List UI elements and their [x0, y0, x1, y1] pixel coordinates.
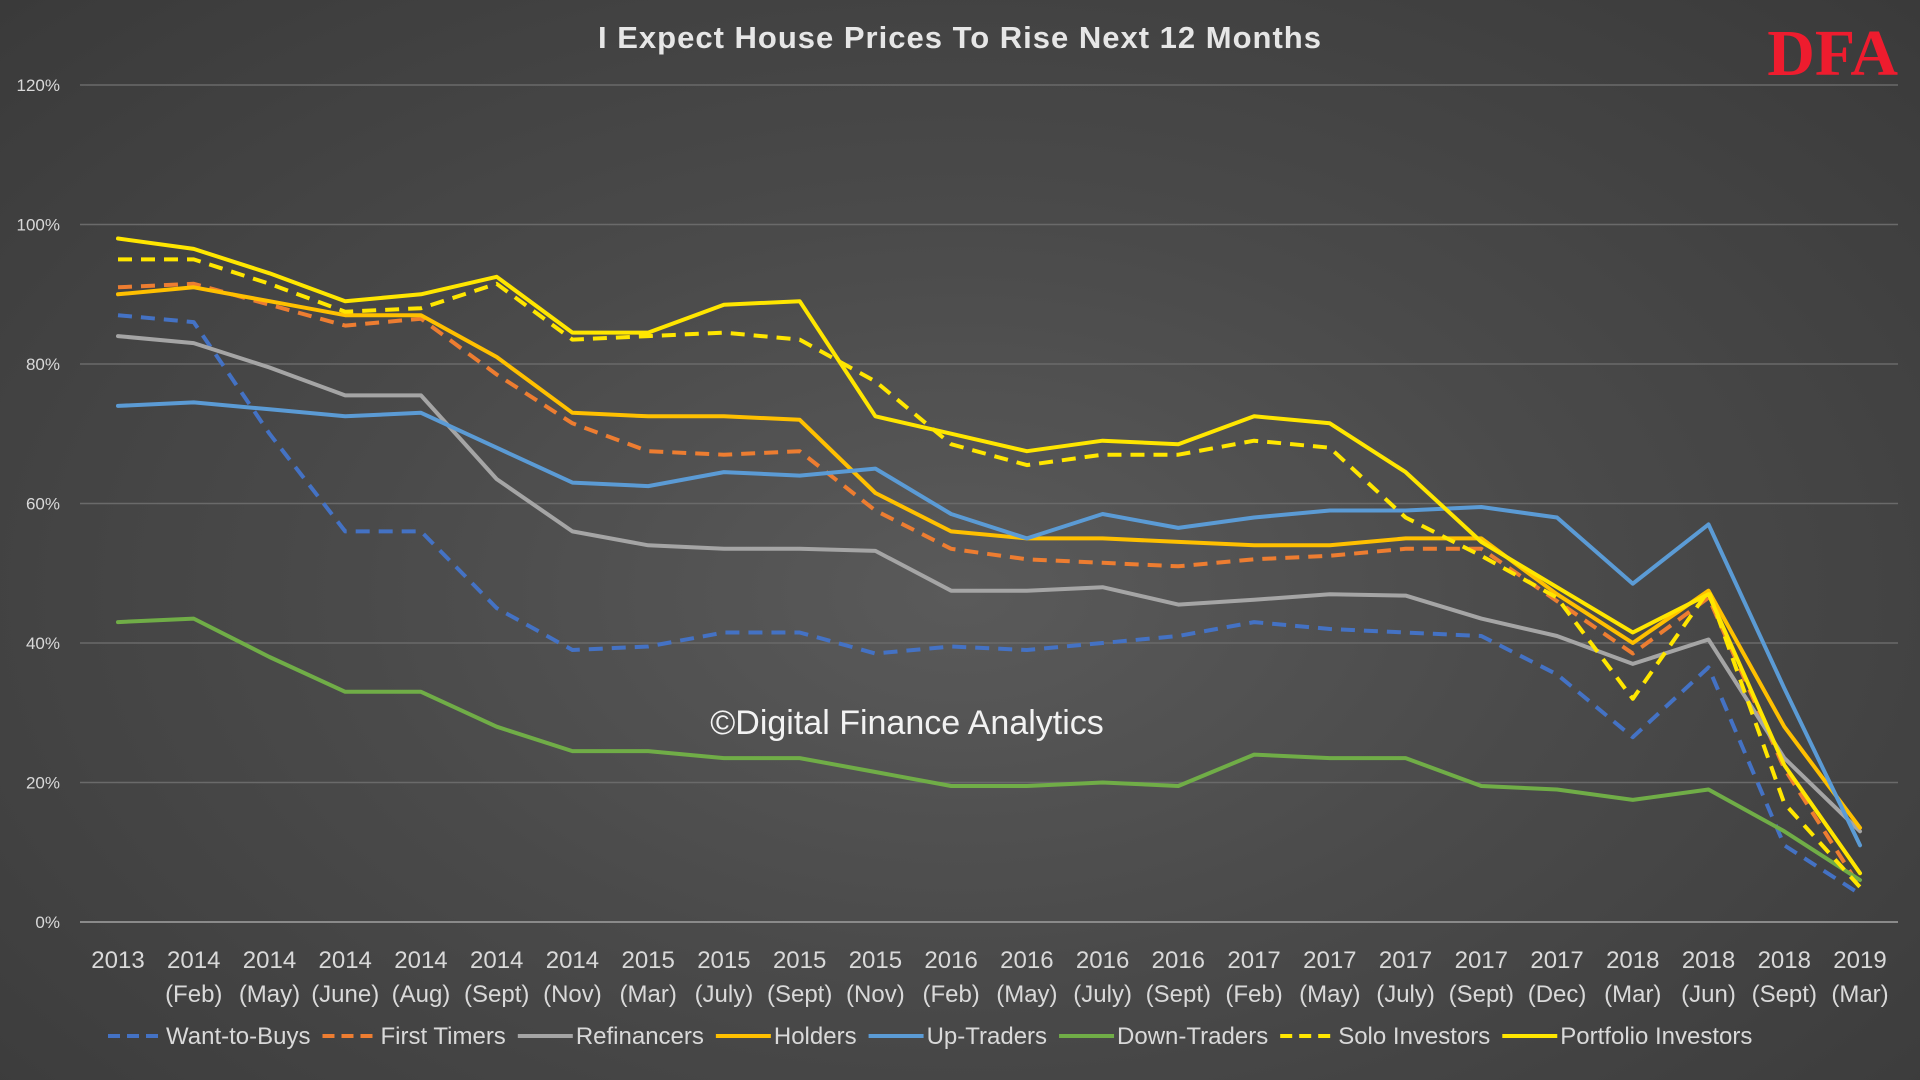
x-tick-sublabel: (May)	[996, 981, 1057, 1008]
series-line-down-traders	[116, 616, 1862, 883]
x-tick-sublabel: (Mar)	[1604, 981, 1661, 1008]
y-tick-label: 120%	[17, 76, 60, 95]
x-tick-label: 2017	[1455, 947, 1508, 974]
legend-label: Holders	[774, 1023, 857, 1050]
x-tick-sublabel: (Dec)	[1528, 981, 1587, 1008]
x-tick-sublabel: (Aug)	[392, 981, 451, 1008]
chart-title: I Expect House Prices To Rise Next 12 Mo…	[598, 20, 1322, 55]
x-tick-sublabel: (Jun)	[1681, 981, 1736, 1008]
x-tick-label: 2016	[1152, 947, 1205, 974]
series-line-want-to-buys	[117, 313, 1862, 896]
y-tick-label: 20%	[26, 774, 60, 793]
y-tick-label: 40%	[26, 634, 60, 653]
series-line-solo-investors	[118, 257, 1862, 889]
series-line-up-traders	[116, 400, 1862, 848]
legend-label: Portfolio Investors	[1560, 1023, 1752, 1050]
x-tick-label: 2014	[546, 947, 599, 974]
y-tick-label: 100%	[17, 216, 60, 235]
x-tick-sublabel: (Sept)	[1449, 981, 1514, 1008]
series-line-portfolio-investors	[116, 236, 1862, 876]
legend: Want-to-Buys First Timers Refinancers Holde…	[108, 1023, 1752, 1050]
x-tick-sublabel: (Feb)	[922, 981, 979, 1008]
series-lines	[116, 236, 1862, 896]
x-tick-label: 2015	[849, 947, 902, 974]
grid-lines	[80, 84, 1898, 923]
x-tick-label: 2014	[243, 947, 296, 974]
x-tick-label: 2019	[1833, 947, 1886, 974]
dfa-logo: DFA	[1767, 17, 1898, 90]
x-tick-label: 2017	[1227, 947, 1280, 974]
y-tick-label: 60%	[26, 495, 60, 514]
x-tick-label: 2017	[1530, 947, 1583, 974]
series-line-first-timers	[117, 281, 1862, 889]
y-tick-label: 0%	[35, 913, 60, 932]
x-tick-sublabel: (Sept)	[1146, 981, 1211, 1008]
x-tick-label: 2016	[1076, 947, 1129, 974]
x-tick-label: 2014	[394, 947, 447, 974]
x-tick-sublabel: (Feb)	[1225, 981, 1282, 1008]
watermark: ©Digital Finance Analytics	[710, 704, 1104, 742]
x-tick-sublabel: (June)	[311, 981, 379, 1008]
x-tick-label: 2016	[924, 947, 977, 974]
x-tick-sublabel: (Sept)	[767, 981, 832, 1008]
x-tick-sublabel: (Sept)	[464, 981, 529, 1008]
x-tick-label: 2017	[1303, 947, 1356, 974]
x-tick-sublabel: (Feb)	[165, 981, 222, 1008]
x-tick-sublabel: (May)	[1299, 981, 1360, 1008]
x-tick-label: 2013	[91, 947, 144, 974]
legend-label: Up-Traders	[927, 1023, 1047, 1050]
x-tick-sublabel: (May)	[239, 981, 300, 1008]
legend-label: Solo Investors	[1338, 1023, 1490, 1050]
x-tick-label: 2017	[1379, 947, 1432, 974]
x-tick-label: 2015	[697, 947, 750, 974]
x-tick-sublabel: (Nov)	[846, 981, 905, 1008]
x-tick-sublabel: (July)	[1073, 981, 1132, 1008]
legend-label: Refinancers	[576, 1023, 704, 1050]
x-tick-sublabel: (Mar)	[620, 981, 677, 1008]
legend-label: Want-to-Buys	[166, 1023, 310, 1050]
x-tick-sublabel: (July)	[1376, 981, 1435, 1008]
x-axis: 2013 2014 (Feb) 2014 (May) 2014 (June) 2014 (Aug…	[91, 947, 1888, 1008]
x-tick-label: 2018	[1758, 947, 1811, 974]
x-tick-label: 2018	[1682, 947, 1735, 974]
x-tick-sublabel: (Nov)	[543, 981, 602, 1008]
series-line-refinancers	[116, 334, 1862, 834]
x-tick-sublabel: (Mar)	[1831, 981, 1888, 1008]
x-tick-label: 2014	[319, 947, 372, 974]
x-tick-label: 2018	[1606, 947, 1659, 974]
x-tick-sublabel: (July)	[695, 981, 754, 1008]
x-tick-sublabel: (Sept)	[1752, 981, 1817, 1008]
legend-label: First Timers	[380, 1023, 505, 1050]
legend-label: Down-Traders	[1117, 1023, 1268, 1050]
series-line-holders	[116, 285, 1862, 830]
x-tick-label: 2014	[470, 947, 523, 974]
y-axis: 0% 20% 40% 60% 80% 100% 120%	[17, 76, 60, 932]
y-tick-label: 80%	[26, 355, 60, 374]
x-tick-label: 2015	[621, 947, 674, 974]
x-tick-label: 2016	[1000, 947, 1053, 974]
x-tick-label: 2015	[773, 947, 826, 974]
x-tick-label: 2014	[167, 947, 220, 974]
